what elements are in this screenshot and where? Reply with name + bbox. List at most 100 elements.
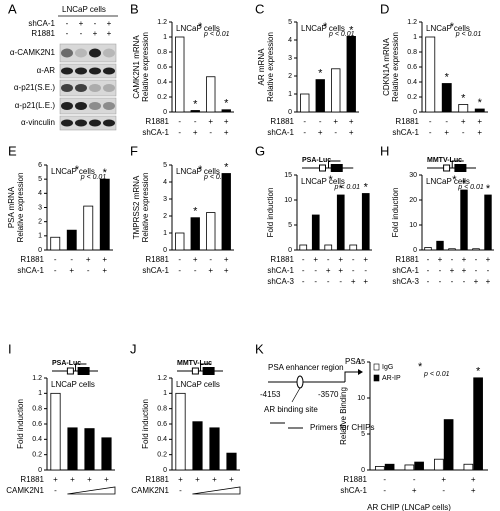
condition-sign: + — [326, 266, 331, 275]
y-tick-label: 6 — [38, 162, 42, 169]
sig-symbol: * — [452, 174, 457, 186]
y-tick-label: 0.4 — [32, 436, 42, 443]
condition-label: R1881 — [270, 255, 294, 264]
blot-band — [103, 119, 115, 127]
dose-ramp — [192, 486, 241, 495]
y-tick-label: 0.6 — [407, 64, 417, 71]
bar-mark: * — [103, 167, 108, 179]
x-axis-label: AR CHIP (LNCaP cells) — [367, 503, 451, 511]
blot-band — [61, 119, 73, 127]
condition-sign: - — [451, 255, 454, 264]
condition-sign: + — [208, 266, 213, 275]
bar — [175, 392, 186, 471]
condition-label: R1881 — [145, 117, 169, 126]
bar — [190, 110, 200, 113]
bar — [458, 104, 469, 113]
bar — [324, 244, 333, 251]
blot-band — [75, 119, 87, 127]
y-tick-label: 10 — [357, 395, 365, 402]
condition-sign: + — [79, 19, 84, 28]
construct-luc — [330, 164, 343, 172]
bar — [209, 427, 220, 471]
chart-title: LNCaP cells — [51, 380, 95, 389]
tss-arrow — [344, 371, 358, 382]
y-tick-label: 1 — [38, 390, 42, 397]
sig-label: p < 0.01 — [457, 184, 484, 191]
bar-mark: * — [462, 178, 467, 190]
condition-sign: + — [93, 29, 98, 38]
condition-label: shCA-1 — [340, 486, 367, 495]
y-tick-label: 1 — [38, 233, 42, 240]
y-tick-label: 0 — [288, 247, 292, 254]
sig-symbol: * — [329, 174, 334, 186]
blot-band — [61, 84, 73, 92]
condition-sign: - — [314, 266, 317, 275]
condition-sign: - — [178, 117, 181, 126]
bar — [434, 458, 444, 471]
bar — [331, 68, 341, 113]
y-tick-label: 20 — [409, 197, 417, 204]
construct-box — [443, 164, 451, 172]
condition-sign: - — [302, 255, 305, 264]
chart-title: LNCaP cells — [426, 24, 470, 33]
bar-mark: * — [339, 183, 344, 195]
bar — [460, 189, 468, 251]
panel-label: K — [255, 341, 264, 356]
condition-sign: - — [54, 255, 57, 264]
blot-band — [61, 48, 73, 58]
blot-band — [75, 102, 87, 110]
bar — [99, 178, 110, 251]
blot-band — [103, 102, 115, 110]
condition-sign: - — [429, 117, 432, 126]
condition-sign: - — [451, 277, 454, 286]
panel-label: F — [130, 143, 138, 158]
chart-title: LNCaP cells — [51, 167, 95, 176]
end-label: -3570 — [318, 390, 339, 399]
blot-band — [61, 102, 73, 110]
construct-arrow — [200, 363, 212, 371]
bar — [474, 108, 485, 113]
bar — [66, 229, 77, 251]
bar — [83, 205, 94, 251]
condition-sign: + — [471, 475, 476, 484]
bar — [315, 79, 325, 113]
condition-sign: - — [319, 117, 322, 126]
condition-sign: + — [462, 266, 467, 275]
condition-sign: + — [318, 128, 323, 137]
condition-sign: + — [224, 266, 229, 275]
y-tick-label: 0.2 — [32, 452, 42, 459]
sig-symbol: * — [450, 21, 455, 33]
condition-sign: - — [352, 266, 355, 275]
condition-sign: - — [80, 29, 83, 38]
sig-label: p < 0.01 — [423, 371, 450, 378]
y-tick-label: 0.2 — [407, 94, 417, 101]
blot-band — [75, 67, 87, 75]
condition-sign: + — [461, 117, 466, 126]
construct-label: PSA-Luc — [52, 360, 81, 367]
condition-sign: - — [427, 266, 430, 275]
y-axis-label: Relative expression — [141, 32, 150, 102]
y-tick-label: 3 — [163, 196, 167, 203]
y-tick-label: 0.6 — [157, 64, 167, 71]
y-tick-label: 3 — [288, 55, 292, 62]
construct-luc — [202, 367, 215, 375]
condition-sign: + — [224, 128, 229, 137]
y-tick-label: 0 — [163, 247, 167, 254]
condition-label: shCA-1 — [267, 128, 294, 137]
y-tick-label: 0.6 — [157, 421, 167, 428]
y-tick-label: 1.2 — [157, 375, 167, 382]
bar — [206, 76, 216, 113]
legend-swatch — [373, 374, 380, 382]
condition-label: shCA-1 — [142, 128, 169, 137]
sig-symbol: * — [198, 21, 203, 33]
condition-sign: + — [338, 266, 343, 275]
condition-sign: - — [352, 255, 355, 264]
condition-sign: - — [303, 117, 306, 126]
y-axis-label: Relative expression — [391, 32, 400, 102]
y-tick-label: 5 — [288, 19, 292, 26]
condition-sign: + — [102, 255, 107, 264]
condition-sign: - — [178, 255, 181, 264]
condition-label: shCA-1 — [28, 19, 55, 28]
bar — [299, 244, 308, 251]
condition-sign: - — [327, 255, 330, 264]
